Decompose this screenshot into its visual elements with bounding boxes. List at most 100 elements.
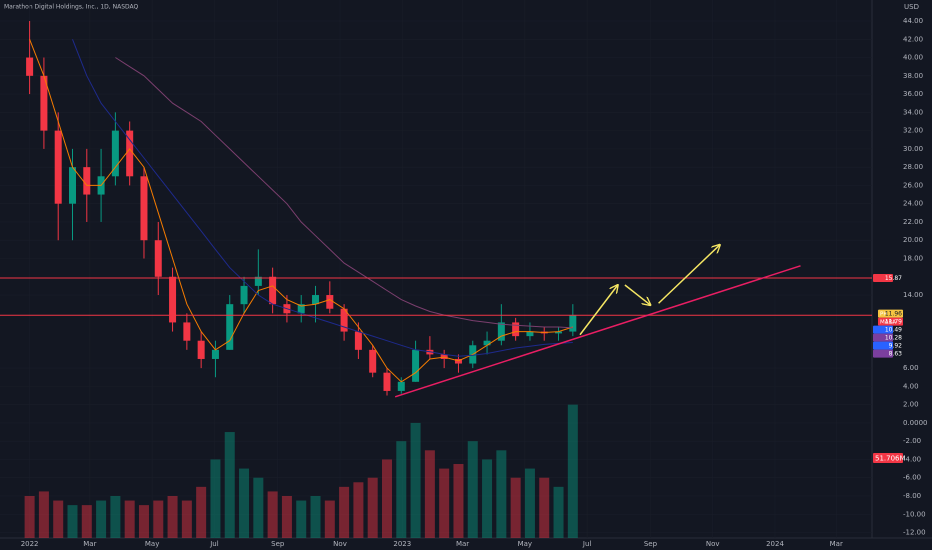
price-label-box [873, 333, 893, 342]
volume-bar [396, 441, 407, 538]
volume-bar [539, 477, 550, 538]
y-tick-label: 2.00 [903, 401, 919, 409]
candle-body [226, 304, 234, 350]
volume-bar [110, 495, 121, 538]
candle-body [40, 75, 48, 131]
volume-bar [439, 468, 450, 538]
volume-bar [224, 432, 235, 538]
price-label-symbol: MARA [880, 320, 896, 326]
y-tick-label: 30.00 [903, 145, 923, 153]
candle-body [26, 57, 34, 76]
candle-body [340, 308, 348, 332]
x-tick-label: Mar [456, 540, 469, 548]
volume-bar [96, 500, 107, 538]
x-tick-label: Nov [706, 540, 720, 548]
candle-body [169, 276, 177, 323]
volume-bar [24, 495, 35, 538]
candle-body [512, 322, 520, 337]
moving-average [29, 39, 573, 383]
arrow [658, 245, 720, 304]
candle-body [140, 176, 148, 241]
candle-body [68, 167, 76, 204]
volume-bar [482, 459, 493, 538]
candle-body [111, 130, 119, 177]
volume-bar [153, 500, 164, 538]
y-tick-label: 0.0000 [903, 419, 928, 427]
volume-label: 51.706M [875, 455, 906, 463]
y-tick-label: -8.00 [903, 492, 921, 500]
x-tick-label: Sep [271, 540, 285, 548]
trend-line [394, 265, 801, 398]
candle-body [197, 340, 205, 359]
x-tick-label: 2022 [21, 540, 39, 548]
candle-body [269, 276, 277, 305]
arrow [579, 285, 618, 336]
arrow [624, 284, 651, 305]
price-label-box [878, 309, 903, 318]
x-tick-label: Jul [582, 540, 592, 548]
y-tick-label: 4.00 [903, 382, 919, 390]
x-tick-label: 2024 [766, 540, 784, 548]
y-tick-label: -12.00 [903, 529, 926, 537]
currency-label: USD [904, 3, 919, 11]
y-tick-label: -10.00 [903, 510, 926, 518]
price-label-box [873, 349, 893, 358]
volume-bar [367, 477, 378, 538]
candle-body [383, 372, 391, 391]
candle-body [526, 331, 534, 337]
volume-bar [81, 505, 92, 538]
candle-body [497, 322, 505, 341]
y-tick-label: -4.00 [903, 455, 921, 463]
volume-bar [281, 495, 292, 538]
candle-body [240, 285, 248, 305]
candle-body [126, 130, 134, 177]
y-tick-label: -2.00 [903, 437, 921, 445]
chart-title: Marathon Digital Holdings, Inc., 1D, NAS… [4, 4, 139, 11]
volume-bar [453, 464, 464, 538]
volume-bar [310, 495, 321, 538]
y-tick-label: 28.00 [903, 163, 923, 171]
price-label: 10.49 [885, 327, 902, 334]
volume-bar [324, 500, 335, 538]
x-tick-label: 2023 [393, 540, 411, 548]
y-tick-label: 18.00 [903, 254, 923, 262]
candle-body [569, 315, 577, 332]
volume-bar [524, 468, 535, 538]
candle-body [83, 167, 91, 195]
candle-body [326, 295, 334, 309]
candle-body [369, 349, 377, 373]
y-tick-label: 22.00 [903, 218, 923, 226]
price-label: 11.96 [885, 311, 902, 318]
volume-bar [496, 450, 507, 538]
volume-bar [381, 459, 392, 538]
x-tick-label: Jul [209, 540, 219, 548]
candle-body [312, 295, 320, 305]
price-label: 11.79 [885, 319, 902, 326]
price-label: 9.92 [889, 343, 903, 350]
price-label-symbol: PH [880, 312, 887, 318]
y-tick-label: 6.00 [903, 364, 919, 372]
candle-body [211, 349, 219, 359]
y-tick-label: 14.00 [903, 291, 923, 299]
candle-body [483, 340, 491, 346]
volume-bar [38, 491, 49, 538]
y-tick-label: 42.00 [903, 35, 923, 43]
y-tick-label: 38.00 [903, 72, 923, 80]
y-tick-label: 20.00 [903, 236, 923, 244]
x-tick-label: Sep [644, 540, 658, 548]
volume-bar [553, 486, 564, 538]
volume-bar [210, 459, 221, 538]
plot [0, 21, 872, 538]
y-tick-label: 26.00 [903, 181, 923, 189]
volume-bar [353, 482, 364, 538]
volume-bar [253, 477, 264, 538]
moving-average [72, 39, 573, 357]
y-tick-label: -6.00 [903, 474, 921, 482]
y-tick-label: 24.00 [903, 200, 923, 208]
candle-body [154, 240, 162, 277]
y-tick-label: 40.00 [903, 54, 923, 62]
volume-bar [567, 404, 578, 538]
volume-bar [296, 500, 307, 538]
